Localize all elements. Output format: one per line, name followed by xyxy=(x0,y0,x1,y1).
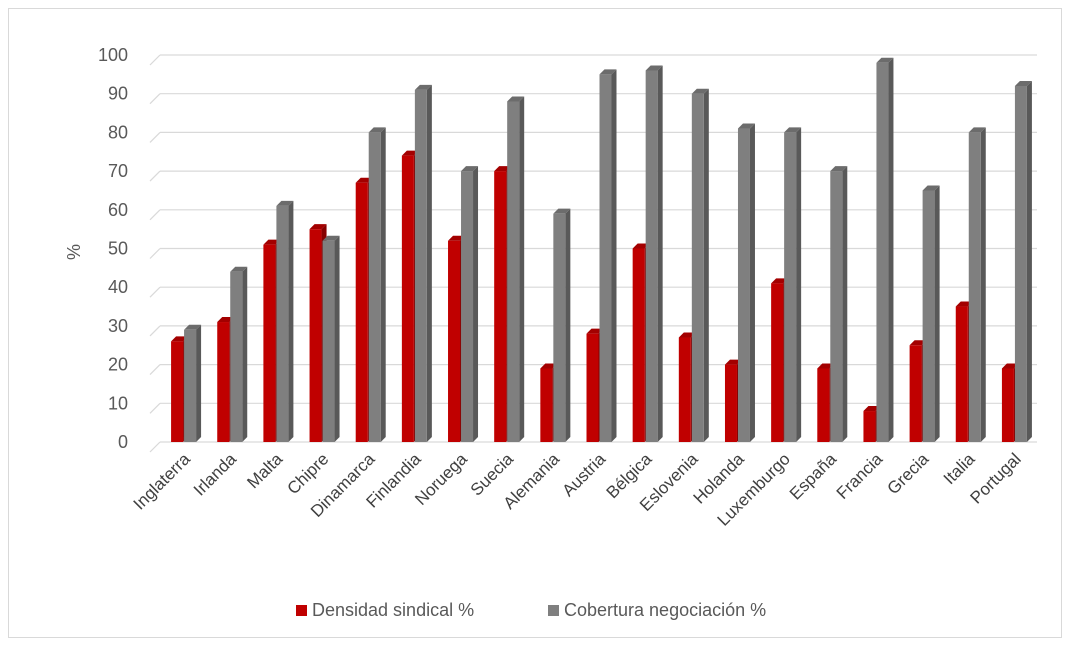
y-tick-label: 30 xyxy=(108,316,128,336)
y-tick-label: 40 xyxy=(108,277,128,297)
legend-item: Cobertura negociación % xyxy=(548,600,766,620)
legend-label: Densidad sindical % xyxy=(312,600,474,620)
bar-cobertura xyxy=(184,324,202,442)
category-label: Malta xyxy=(243,449,286,492)
gridline-depth xyxy=(149,441,161,453)
bar-cobertura xyxy=(322,235,340,442)
y-tick-label: 100 xyxy=(98,45,128,65)
bar-cobertura xyxy=(922,185,940,442)
bar-cobertura xyxy=(691,88,709,442)
y-tick-label: 0 xyxy=(118,432,128,452)
bar-cobertura xyxy=(876,57,894,443)
bar-cobertura xyxy=(599,69,617,442)
category-label: Noruega xyxy=(411,449,471,509)
y-axis-title: % xyxy=(64,244,84,260)
gridline-depth xyxy=(149,54,161,66)
gridline-depth xyxy=(149,131,161,143)
bar-cobertura xyxy=(507,96,525,442)
category-label: España xyxy=(786,449,841,504)
y-tick-label: 80 xyxy=(108,122,128,142)
bar-cobertura xyxy=(784,127,802,443)
legend-swatch xyxy=(296,605,307,616)
y-axis-ticks: 0 10 20 30 40 50 60 70 80 90 100 xyxy=(98,45,128,452)
bar-cobertura xyxy=(414,84,432,442)
gridline-depth xyxy=(149,364,161,376)
gridline-depth xyxy=(149,402,161,414)
legend-swatch xyxy=(548,605,559,616)
y-tick-label: 60 xyxy=(108,200,128,220)
category-label: Irlanda xyxy=(190,449,241,500)
gridline-depth xyxy=(149,248,161,259)
y-tick-label: 70 xyxy=(108,161,128,181)
category-label: Grecia xyxy=(884,449,933,498)
gridline-depth xyxy=(149,93,161,105)
legend-label: Cobertura negociación % xyxy=(564,600,766,620)
legend: Densidad sindical % Cobertura negociación… xyxy=(296,600,766,620)
bar-cobertura xyxy=(230,266,248,442)
bar-cobertura xyxy=(553,208,571,442)
bar-cobertura xyxy=(968,127,986,443)
y-tick-label: 50 xyxy=(108,239,128,259)
legend-item: Densidad sindical % xyxy=(296,600,474,620)
gridline-depth xyxy=(149,170,161,182)
bar-cobertura xyxy=(461,166,479,442)
bar-cobertura xyxy=(1014,80,1032,443)
gridline-depth xyxy=(149,286,161,298)
bar-cobertura xyxy=(830,166,848,442)
bar-cobertura xyxy=(645,65,663,442)
y-tick-label: 90 xyxy=(108,84,128,104)
bar-cobertura xyxy=(368,127,386,443)
gridline-depth xyxy=(149,325,161,337)
y-tick-label: 10 xyxy=(108,393,128,413)
category-label: Inglaterra xyxy=(130,449,195,514)
bar-cobertura xyxy=(737,123,755,442)
category-label: Portugal xyxy=(967,449,1025,507)
y-tick-label: 20 xyxy=(108,355,128,375)
category-label: Austria xyxy=(558,449,609,500)
category-label: Italia xyxy=(940,449,979,488)
bars xyxy=(171,57,1032,443)
category-label: Francia xyxy=(833,449,887,503)
gridline-depth xyxy=(149,209,161,221)
bar-cobertura xyxy=(276,200,294,442)
